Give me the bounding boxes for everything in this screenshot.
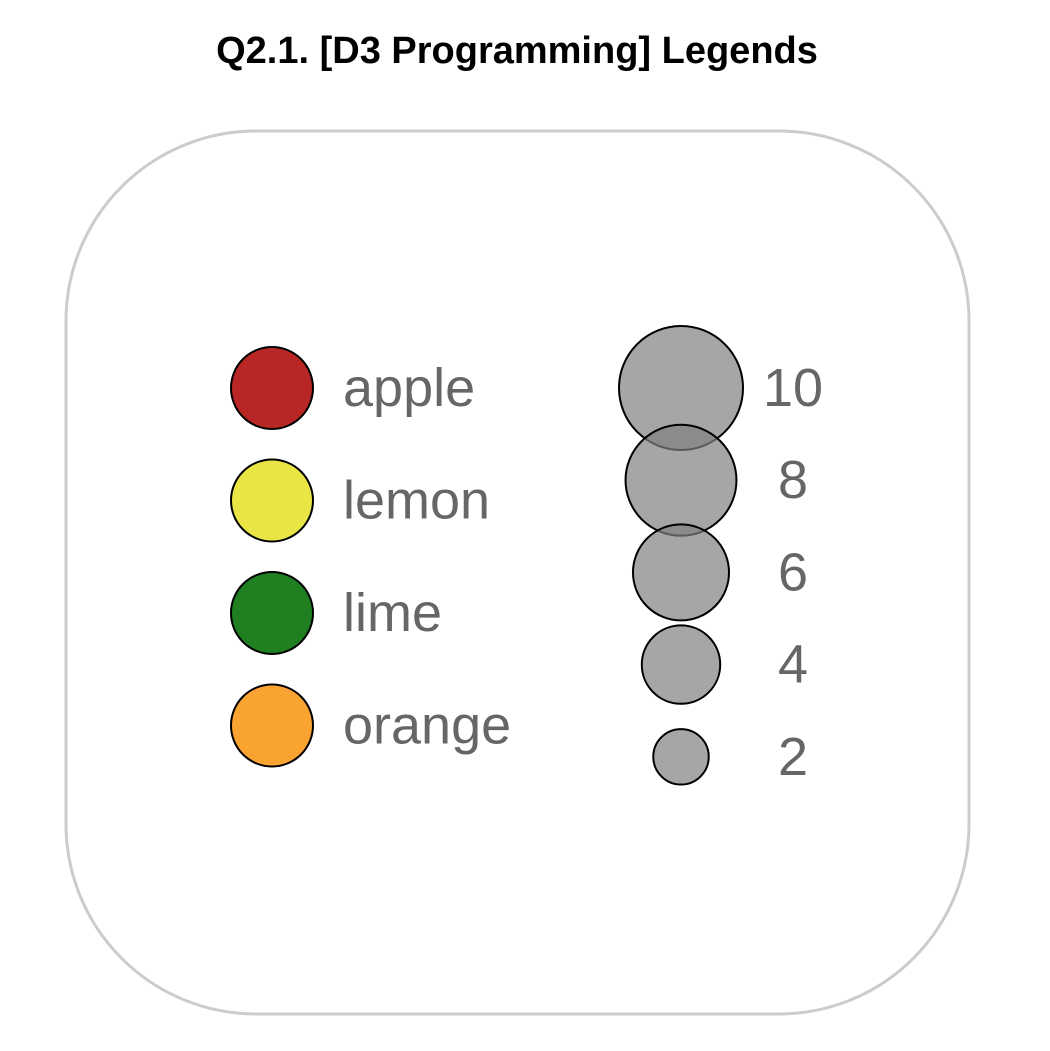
legend-label-lemon: lemon [343,471,490,531]
size-label-8: 8 [778,450,808,510]
size-symbol-2 [652,728,710,786]
size-label-4: 4 [778,635,808,695]
page-title: Q2.1. [D3 Programming] Legends [216,30,818,72]
size-legend: 10 8 6 4 2 [618,325,823,787]
size-label-2: 2 [778,727,808,787]
size-label-6: 6 [778,542,808,602]
legend-label-apple: apple [343,358,475,418]
size-symbol-6 [631,523,731,622]
size-symbol-4 [640,624,722,705]
legend-swatch-lime [230,571,314,655]
legend-label-lime: lime [343,583,442,643]
size-label-10: 10 [763,358,823,418]
legend-label-orange: orange [343,696,511,756]
legend-swatch-apple [230,346,314,430]
legend-swatch-lemon [230,458,314,543]
legend-swatch-orange [230,683,314,768]
legend-frame [64,129,971,1016]
size-symbol-8 [624,423,738,537]
category-legend: apple lemon lime orange [230,346,511,768]
